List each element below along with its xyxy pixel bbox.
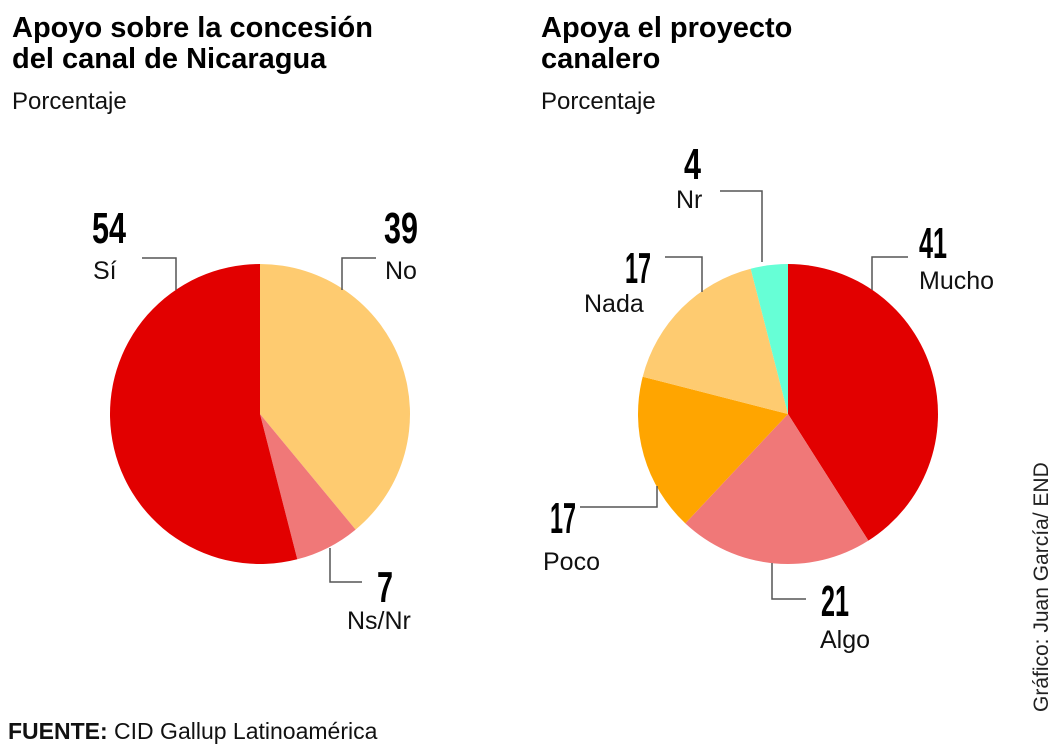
pie-slice-no: [260, 264, 410, 530]
right-title-line1: Apoya el proyecto: [541, 12, 793, 44]
pie-slice-nada: [642, 268, 788, 414]
leader-line-nsnr: [329, 548, 362, 583]
source-text: CID Gallup Latinoamérica: [107, 718, 378, 744]
category-label-nr: Nr: [676, 186, 702, 214]
right-title-line2: canalero: [541, 43, 661, 75]
category-label-si: Sí: [93, 257, 117, 285]
source-note: FUENTE: CID Gallup Latinoamérica: [8, 718, 377, 745]
value-label-poco: 17: [550, 494, 576, 543]
category-label-no: No: [385, 257, 417, 285]
value-label-si: 54: [92, 204, 126, 253]
category-label-mucho: Mucho: [919, 267, 994, 295]
left-title-line1: Apoyo sobre la concesión: [12, 12, 373, 44]
pie-slice-poco: [637, 376, 788, 524]
pie-slice-algo: [685, 414, 869, 565]
pie-left: [110, 264, 410, 564]
category-label-nada: Nada: [584, 290, 644, 318]
pie-slice-nr: [750, 264, 788, 414]
graphic-credit: Gráfico: Juan García/ END: [1030, 462, 1053, 712]
leader-line-no: [341, 257, 376, 290]
category-label-poco: Poco: [543, 548, 600, 576]
leader-line-nr: [720, 190, 763, 262]
category-label-algo: Algo: [820, 626, 870, 654]
left-chart-subtitle: Porcentaje: [12, 88, 127, 115]
pie-slice-mucho: [788, 264, 939, 541]
source-label: FUENTE:: [8, 718, 108, 744]
left-chart-title: Apoyo sobre la concesión del canal de Ni…: [12, 13, 373, 75]
right-chart-subtitle: Porcentaje: [541, 88, 656, 115]
value-label-algo: 21: [821, 577, 849, 626]
pie-slice-ns-nr: [260, 414, 356, 560]
category-label-nsnr: Ns/Nr: [347, 607, 411, 635]
value-label-no: 39: [384, 204, 418, 253]
leader-line-si: [142, 257, 177, 290]
pie-right: [637, 264, 939, 565]
value-label-nada: 17: [625, 244, 651, 293]
leader-line-nada: [665, 256, 703, 292]
value-label-nsnr: 7: [377, 563, 393, 612]
leader-line-poco: [580, 486, 658, 508]
leader-line-algo: [771, 563, 806, 600]
left-title-line2: del canal de Nicaragua: [12, 43, 327, 75]
leader-line-mucho: [871, 256, 908, 290]
right-chart-title: Apoya el proyecto canalero: [541, 13, 792, 75]
value-label-nr: 4: [684, 140, 701, 189]
value-label-mucho: 41: [919, 219, 947, 268]
pie-slice-s-: [110, 264, 298, 564]
